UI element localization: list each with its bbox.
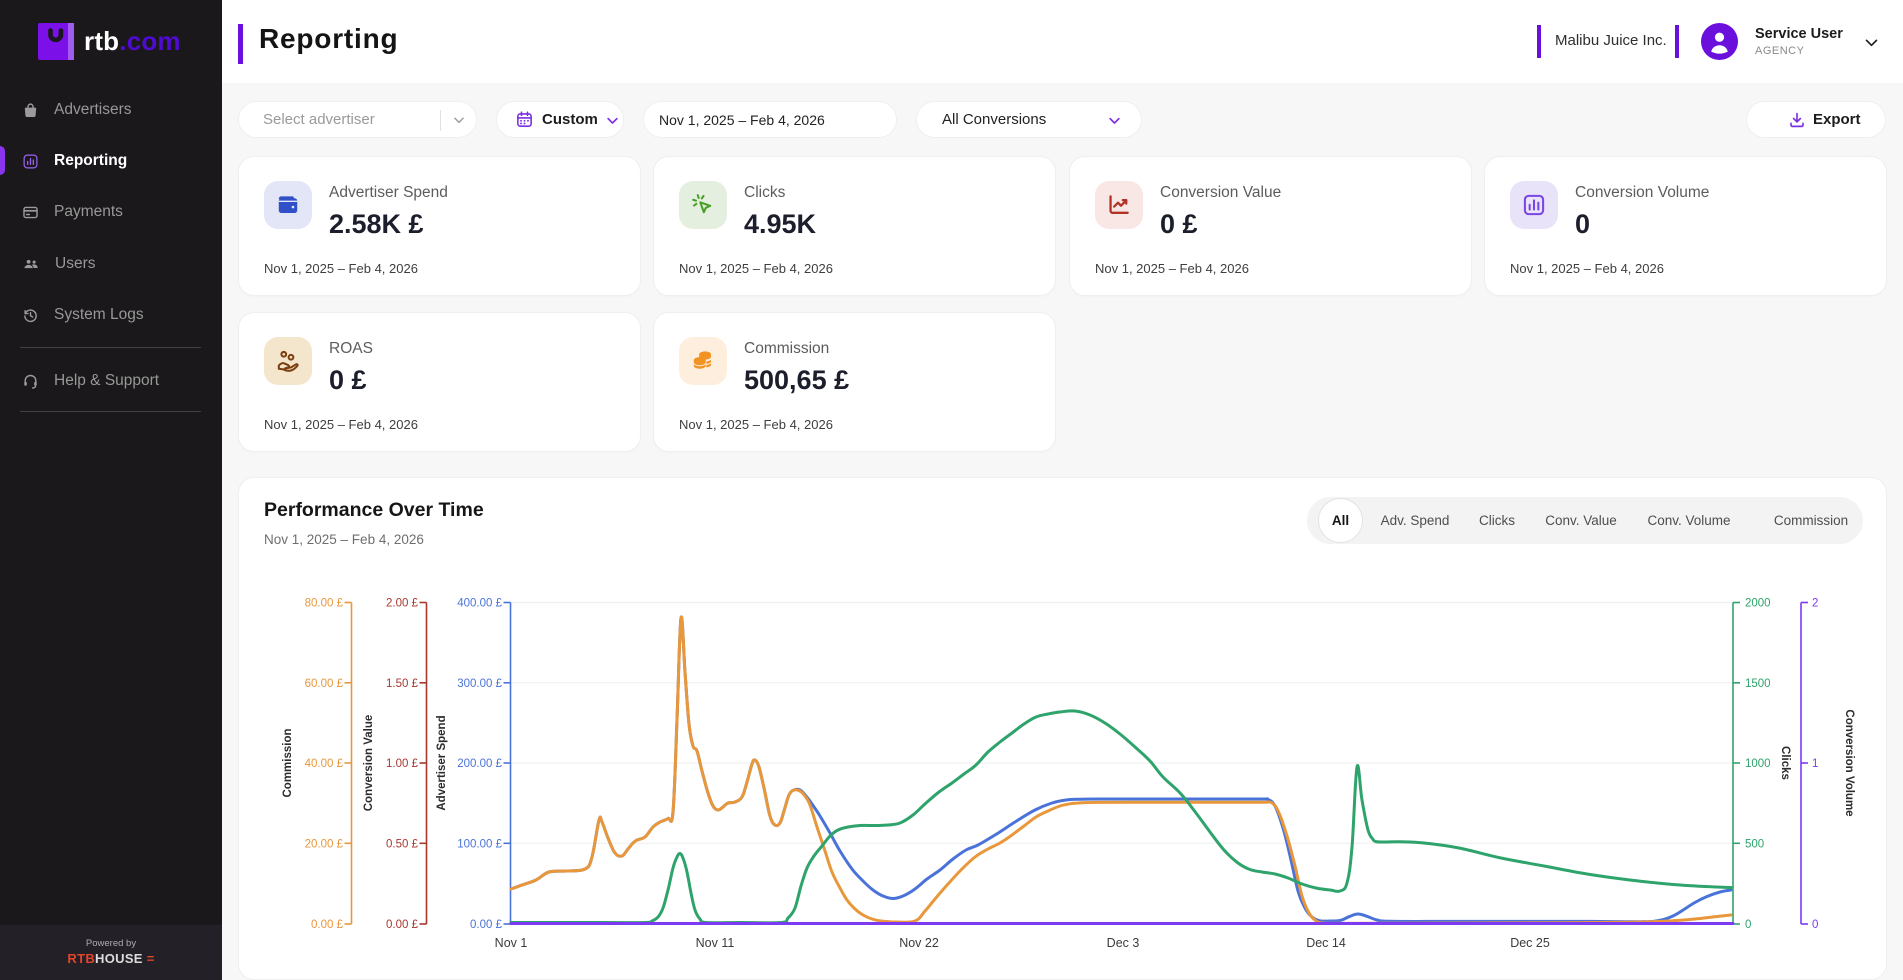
svg-text:Nov 1: Nov 1 xyxy=(495,936,528,950)
svg-text:200.00 £: 200.00 £ xyxy=(457,758,502,770)
svg-text:Dec 3: Dec 3 xyxy=(1107,936,1140,950)
svg-text:1000: 1000 xyxy=(1745,758,1771,770)
svg-text:60.00 £: 60.00 £ xyxy=(305,678,344,690)
svg-text:2.00 £: 2.00 £ xyxy=(386,598,419,610)
svg-text:300.00 £: 300.00 £ xyxy=(457,678,502,690)
svg-text:Conversion Value: Conversion Value xyxy=(363,715,375,812)
svg-text:20.00 £: 20.00 £ xyxy=(305,838,344,850)
svg-text:2: 2 xyxy=(1812,598,1818,610)
svg-text:Commission: Commission xyxy=(282,728,294,797)
svg-text:Clicks: Clicks xyxy=(1779,746,1791,780)
svg-text:100.00 £: 100.00 £ xyxy=(457,838,502,850)
svg-text:0: 0 xyxy=(1745,919,1751,931)
svg-text:Conversion Volume: Conversion Volume xyxy=(1843,709,1855,816)
svg-text:400.00 £: 400.00 £ xyxy=(457,598,502,610)
svg-text:0.50 £: 0.50 £ xyxy=(386,838,419,850)
svg-text:0: 0 xyxy=(1812,919,1818,931)
svg-text:1.00 £: 1.00 £ xyxy=(386,758,419,770)
svg-text:0.00 £: 0.00 £ xyxy=(311,919,344,931)
svg-text:80.00 £: 80.00 £ xyxy=(305,598,344,610)
svg-text:2000: 2000 xyxy=(1745,598,1771,610)
svg-text:0.00 £: 0.00 £ xyxy=(470,919,503,931)
svg-text:Nov 11: Nov 11 xyxy=(696,936,735,950)
svg-text:0.00 £: 0.00 £ xyxy=(386,919,419,931)
svg-text:1.50 £: 1.50 £ xyxy=(386,678,419,690)
svg-text:500: 500 xyxy=(1745,838,1764,850)
svg-text:Dec 25: Dec 25 xyxy=(1510,936,1550,950)
svg-text:1: 1 xyxy=(1812,758,1818,770)
svg-text:Advertiser Spend: Advertiser Spend xyxy=(436,715,448,810)
svg-text:Dec 14: Dec 14 xyxy=(1306,936,1346,950)
svg-text:Nov 22: Nov 22 xyxy=(899,936,939,950)
svg-text:1500: 1500 xyxy=(1745,678,1771,690)
svg-text:40.00 £: 40.00 £ xyxy=(305,758,344,770)
